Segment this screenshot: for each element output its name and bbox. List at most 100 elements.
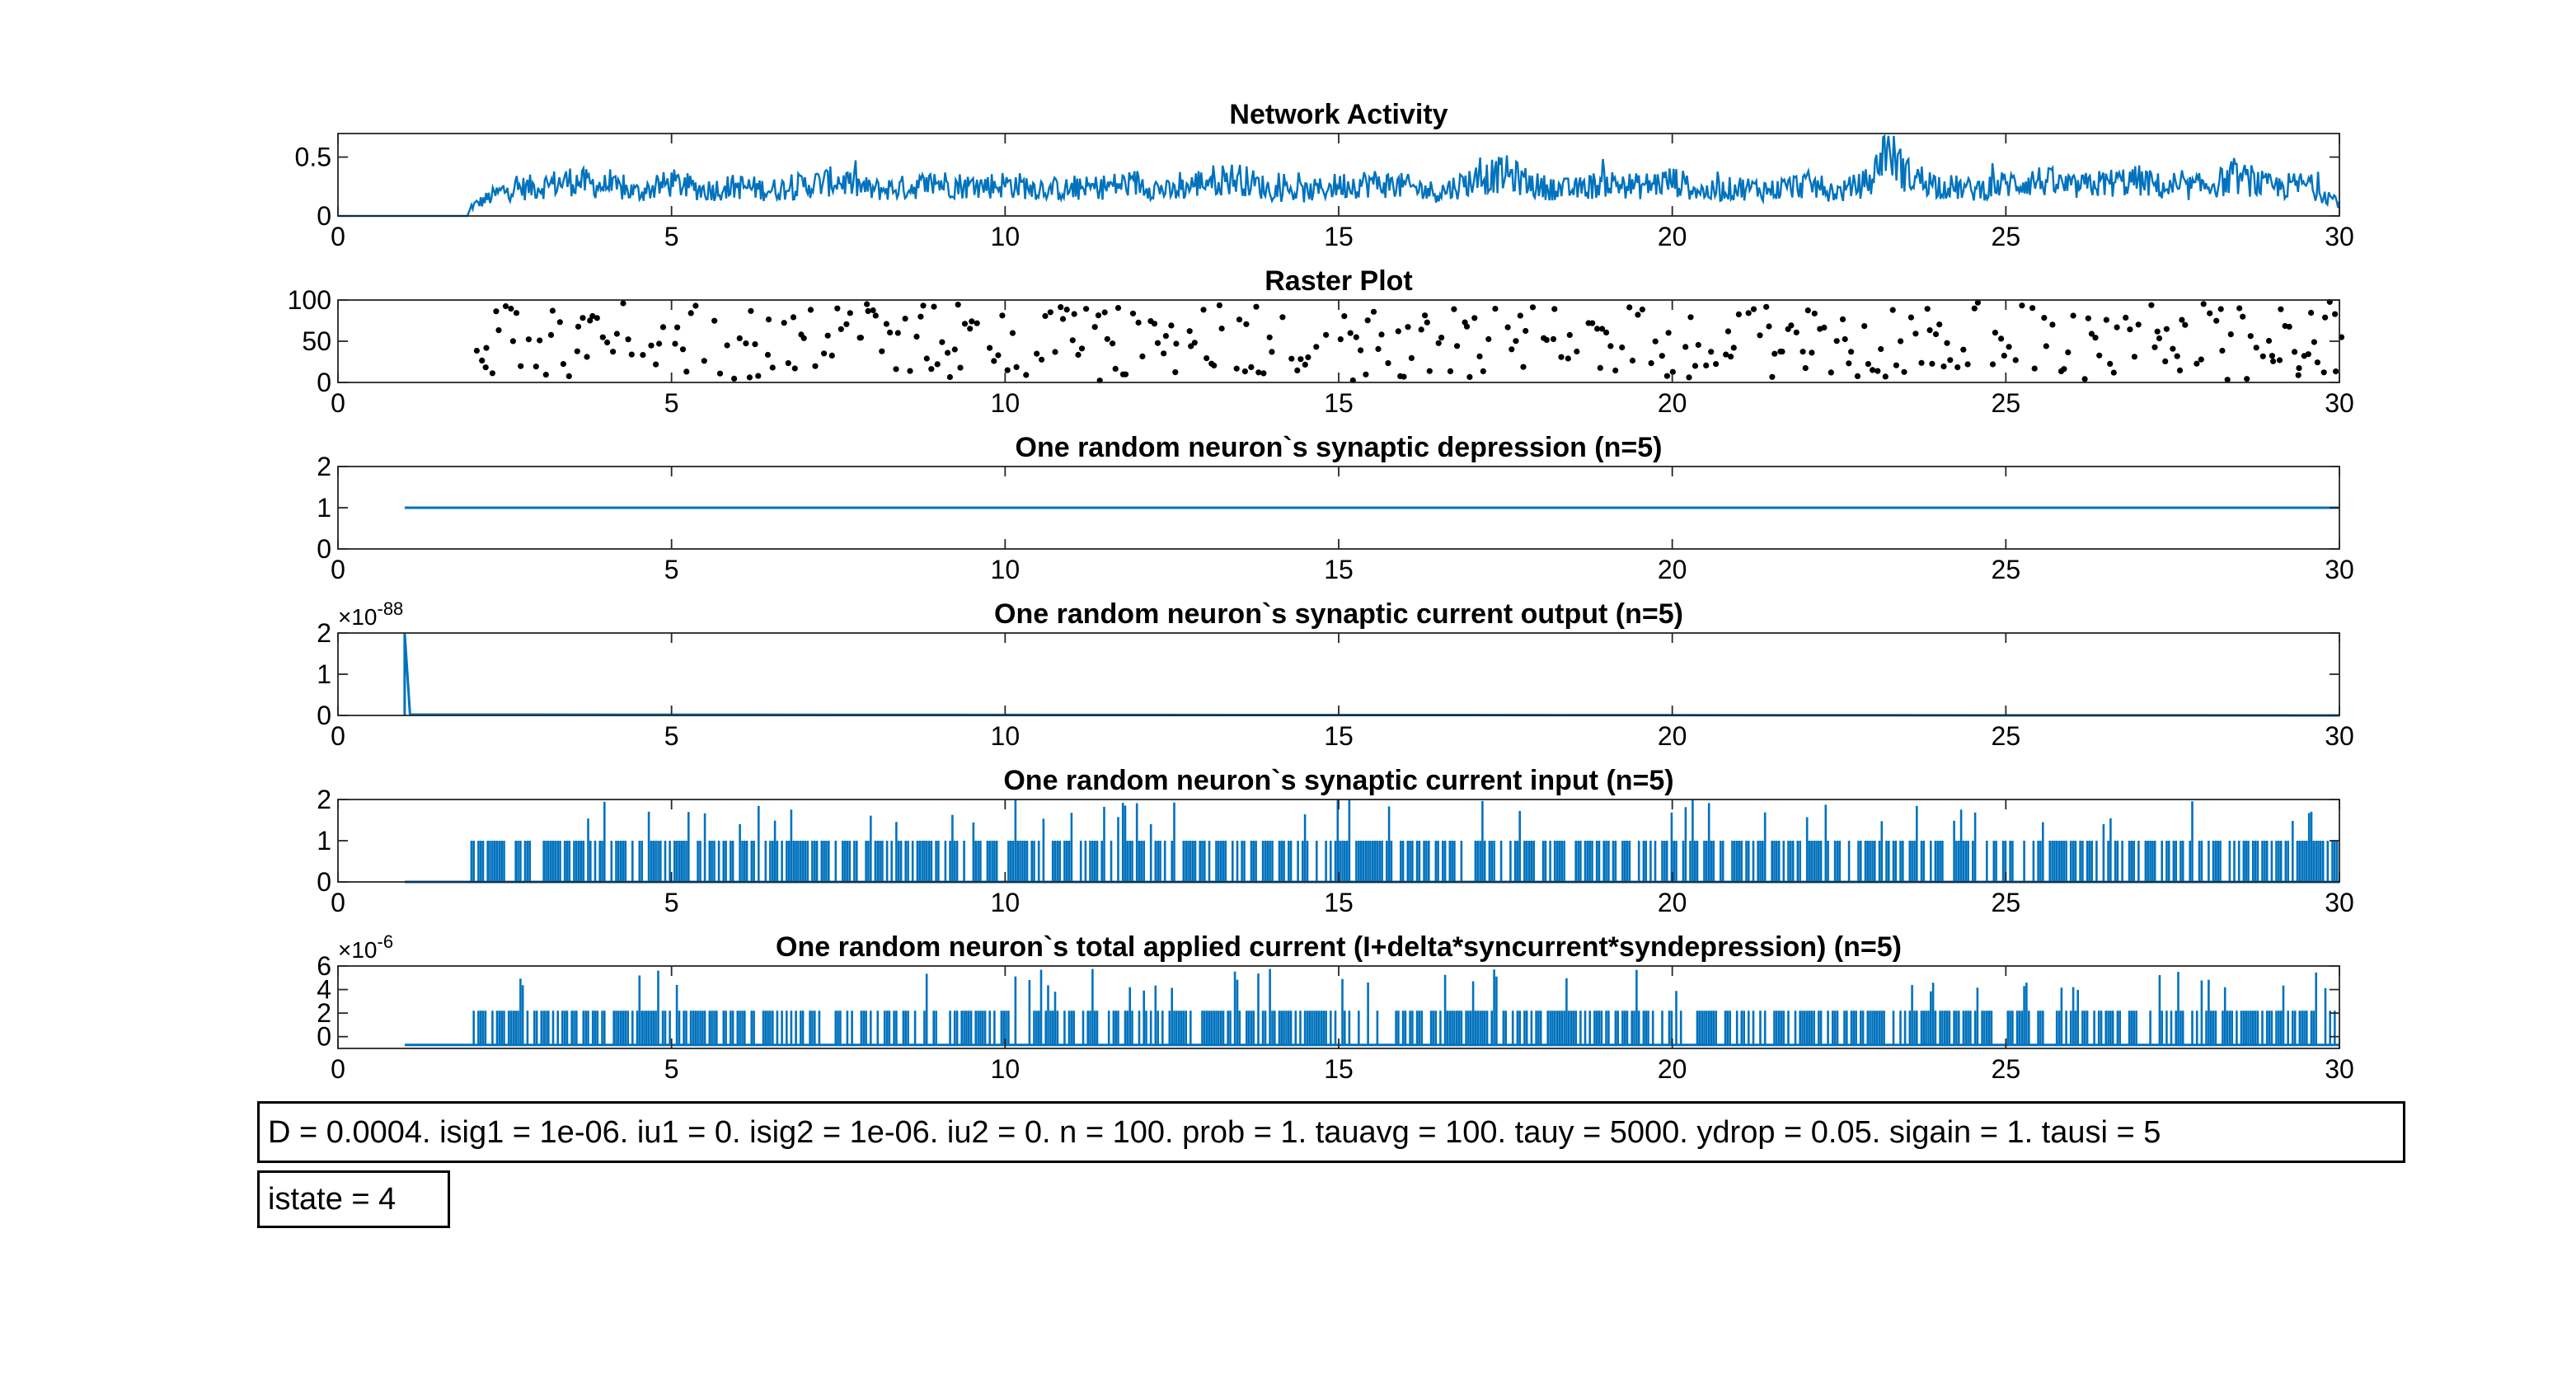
raster-spike — [2029, 305, 2036, 312]
axes-box — [337, 632, 2340, 716]
raster-spike — [865, 307, 871, 314]
plot-data — [404, 968, 2339, 1047]
raster-spike — [2182, 321, 2189, 328]
raster-spike — [2314, 359, 2320, 366]
raster-spike — [716, 370, 724, 377]
x-tick-label: 15 — [1324, 1054, 1354, 1084]
raster-spike — [1898, 338, 1904, 345]
istate-annotation: istate = 4 — [257, 1170, 450, 1228]
raster-spike — [2081, 376, 2088, 382]
raster-spike — [1042, 312, 1049, 319]
raster-spike — [991, 358, 997, 364]
raster-spike — [969, 318, 975, 325]
x-tick-label: 25 — [1992, 721, 2021, 751]
raster-spike — [1597, 364, 1603, 371]
raster-spike — [1480, 368, 1486, 374]
raster-spike — [1405, 324, 1411, 331]
raster-spike — [1095, 312, 1102, 319]
raster-spike — [724, 342, 730, 349]
raster-spike — [1882, 373, 1889, 380]
raster-spike — [482, 364, 489, 371]
raster-spike — [2162, 358, 2169, 364]
raster-spike — [1926, 327, 1933, 334]
raster-spike — [1353, 334, 1359, 340]
raster-spike — [683, 368, 690, 375]
raster-spike — [2148, 302, 2155, 308]
raster-spike — [1603, 329, 1610, 335]
raster-spike — [653, 361, 659, 368]
x-tick-label: 15 — [1324, 888, 1354, 917]
raster-spike — [1695, 341, 1701, 349]
raster-spike — [659, 324, 667, 331]
raster-spike — [1009, 330, 1016, 336]
raster-spike — [2151, 344, 2158, 350]
raster-spike — [1713, 361, 1720, 368]
raster-spike — [2019, 302, 2025, 309]
x-tick-label: 5 — [664, 388, 679, 418]
raster-spike — [2295, 372, 2302, 378]
raster-spike — [883, 321, 889, 327]
current-output-line — [403, 632, 2340, 717]
raster-spike — [1078, 345, 1086, 352]
raster-spike — [1723, 351, 1729, 358]
raster-spike — [1629, 357, 1636, 364]
raster-spike — [1550, 335, 1557, 342]
raster-spike — [828, 352, 835, 359]
subplot-title: One random neuron`s synaptic current inp… — [1003, 765, 1673, 796]
raster-spike — [2286, 323, 2292, 330]
raster-spike — [1122, 371, 1129, 377]
y-tick-label: 2 — [317, 785, 331, 814]
raster-spike — [847, 310, 853, 317]
raster-spike — [1839, 316, 1846, 322]
raster-spike — [502, 302, 509, 310]
raster-spike — [587, 317, 594, 324]
raster-spike — [1233, 365, 1240, 372]
raster-spike — [2240, 313, 2246, 320]
raster-spike — [791, 365, 798, 372]
raster-spike — [907, 368, 913, 374]
raster-spike — [1294, 367, 1301, 373]
raster-spike — [1438, 335, 1445, 341]
x-tick-label: 10 — [991, 555, 1021, 584]
raster-spike — [961, 321, 969, 327]
raster-spike — [1757, 332, 1763, 339]
raster-spike — [2110, 369, 2117, 376]
raster-spike — [974, 320, 980, 326]
raster-spike — [1692, 363, 1699, 369]
raster-spike — [1114, 305, 1122, 312]
raster-spike — [1075, 351, 1082, 359]
raster-spike — [1929, 360, 1936, 367]
raster-spike — [2308, 309, 2315, 317]
y-tick-label: 0 — [317, 534, 331, 564]
raster-spike — [513, 310, 520, 317]
raster-spike — [589, 312, 596, 320]
raster-spike — [1543, 336, 1550, 343]
subplot-6: One random neuron`s total applied curren… — [317, 931, 2354, 1084]
raster-spike — [495, 327, 502, 334]
raster-spike — [764, 351, 772, 359]
raster-spike — [2061, 366, 2067, 373]
raster-spike — [625, 336, 631, 343]
raster-spike — [542, 372, 549, 378]
x-tick-label: 30 — [2325, 222, 2354, 251]
raster-spike — [1893, 362, 1899, 368]
spike-train — [472, 968, 2336, 1045]
raster-spike — [1659, 353, 1665, 359]
raster-spike — [2096, 352, 2103, 359]
raster-spike — [955, 302, 961, 308]
raster-spike — [894, 330, 901, 336]
raster-spike — [945, 349, 951, 356]
raster-spike — [1071, 311, 1077, 317]
y-tick-label: 50 — [302, 326, 331, 356]
raster-spike — [1821, 324, 1828, 331]
raster-spike — [1323, 331, 1330, 338]
raster-spike — [1804, 307, 1811, 314]
raster-spike — [2292, 349, 2298, 355]
raster-spike — [1347, 330, 1354, 336]
raster-spike — [2049, 321, 2056, 328]
raster-spike — [2217, 306, 2224, 312]
raster-spike — [923, 355, 930, 362]
y-tick-label: 0 — [317, 867, 331, 897]
raster-spike — [1901, 368, 1907, 375]
raster-spike — [1735, 311, 1742, 317]
